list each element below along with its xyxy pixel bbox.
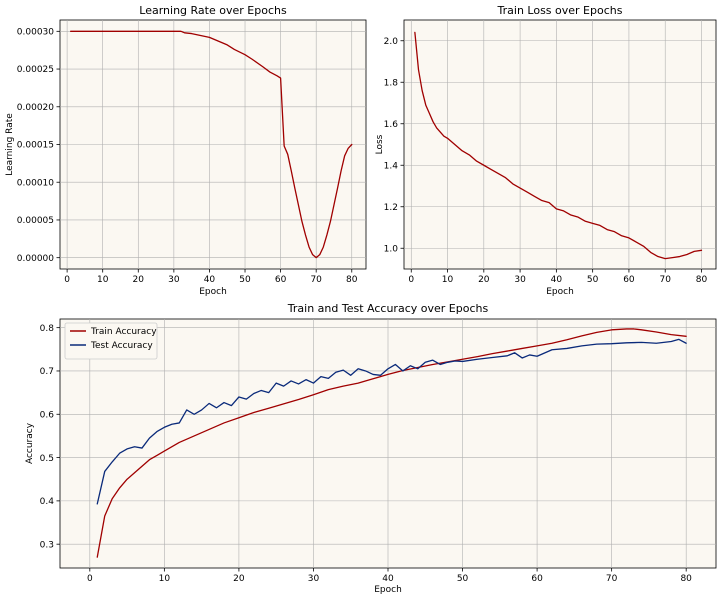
acc-y-tick-label: 0.3	[40, 540, 54, 550]
lr-x-tick-label: 70	[310, 275, 322, 285]
loss-y-tick-label: 1.4	[384, 161, 399, 171]
acc-x-tick-label: 0	[87, 574, 93, 584]
loss-x-tick-label: 70	[659, 275, 671, 285]
lr-chart: 0 10 20 30 40 50 60 70 80 0.00000 0.00005 0.00010 0.…	[5, 4, 367, 297]
acc-x-tick-label: 60	[531, 574, 543, 584]
acc-y-tick-label: 0.4	[40, 497, 55, 507]
loss-y-tick-label: 1.2	[384, 203, 398, 213]
loss-title: Train Loss over Epochs	[497, 4, 623, 17]
lr-y-axis-label: Learning Rate	[5, 113, 15, 176]
acc-legend-label: Train Accuracy	[90, 327, 157, 337]
loss-y-axis-label: Loss	[375, 134, 385, 154]
lr-x-tick-label: 50	[239, 275, 251, 285]
acc-y-axis-label: Accuracy	[25, 422, 35, 464]
lr-x-tick-label: 30	[168, 275, 180, 285]
lr-x-tick-label: 10	[97, 275, 109, 285]
lr-y-tick-label: 0.00015	[17, 141, 54, 151]
loss-y-tick-label: 1.6	[384, 120, 399, 130]
loss-x-tick-label: 30	[514, 275, 526, 285]
loss-x-tick-label: 10	[442, 275, 454, 285]
loss-x-tick-label: 0	[408, 275, 414, 285]
loss-x-tick-label: 40	[551, 275, 563, 285]
acc-legend: Train Accuracy Test Accuracy	[64, 322, 158, 360]
acc-y-tick-label: 0.7	[40, 367, 54, 377]
loss-x-axis-label: Epoch	[546, 287, 574, 297]
lr-y-tick-label: 0.00010	[17, 178, 54, 188]
acc-series-test-accuracy	[96, 338, 687, 505]
lr-y-tick-label: 0.00005	[17, 216, 54, 226]
loss-y-tick-label: 1.0	[384, 244, 399, 254]
loss-x-tick-label: 60	[623, 275, 635, 285]
acc-x-tick-label: 20	[233, 574, 245, 584]
acc-x-tick-label: 40	[382, 574, 394, 584]
lr-y-tick-label: 0.00000	[17, 254, 54, 264]
lr-y-tick-label: 0.00025	[17, 65, 54, 75]
lr-title: Learning Rate over Epochs	[139, 4, 287, 17]
loss-series-train-loss	[414, 31, 703, 260]
lr-x-tick-label: 20	[133, 275, 145, 285]
loss-y-tick-label: 1.8	[384, 78, 399, 88]
acc-chart: 0 10 20 30 40 50 60 70 80 0.3 0.4 0.5 0.6 0.7 0.8 Train…	[25, 302, 717, 595]
loss-plot-area	[403, 19, 717, 270]
acc-y-tick-label: 0.6	[40, 410, 55, 420]
loss-x-tick-label: 50	[587, 275, 599, 285]
acc-title: Train and Test Accuracy over Epochs	[287, 302, 489, 315]
acc-y-tick-label: 0.5	[40, 454, 54, 464]
acc-x-tick-label: 30	[308, 574, 320, 584]
loss-y-tick-label: 2.0	[384, 37, 399, 47]
lr-x-tick-label: 80	[346, 275, 358, 285]
acc-x-tick-label: 80	[680, 574, 692, 584]
acc-legend-box	[64, 322, 158, 360]
lr-x-tick-label: 60	[275, 275, 287, 285]
lr-x-tick-label: 40	[204, 275, 216, 285]
loss-x-tick-label: 80	[696, 275, 708, 285]
loss-chart: 0 10 20 30 40 50 60 70 80 1.0 1.2 1.4 1.6 1.8 2.0 Train…	[375, 4, 717, 297]
lr-y-tick-label: 0.00020	[17, 103, 54, 113]
acc-x-axis-label: Epoch	[374, 585, 402, 595]
acc-x-tick-label: 70	[606, 574, 618, 584]
lr-x-tick-label: 0	[64, 275, 70, 285]
acc-legend-label: Test Accuracy	[90, 341, 153, 351]
acc-series-train-accuracy	[96, 328, 687, 558]
acc-y-tick-label: 0.8	[40, 324, 55, 334]
lr-x-axis-label: Epoch	[199, 287, 227, 297]
lr-y-tick-label: 0.00030	[17, 28, 54, 38]
acc-x-tick-label: 10	[159, 574, 171, 584]
loss-x-tick-label: 20	[478, 275, 490, 285]
lr-series-learning-rate	[70, 30, 353, 259]
acc-x-tick-label: 50	[457, 574, 469, 584]
